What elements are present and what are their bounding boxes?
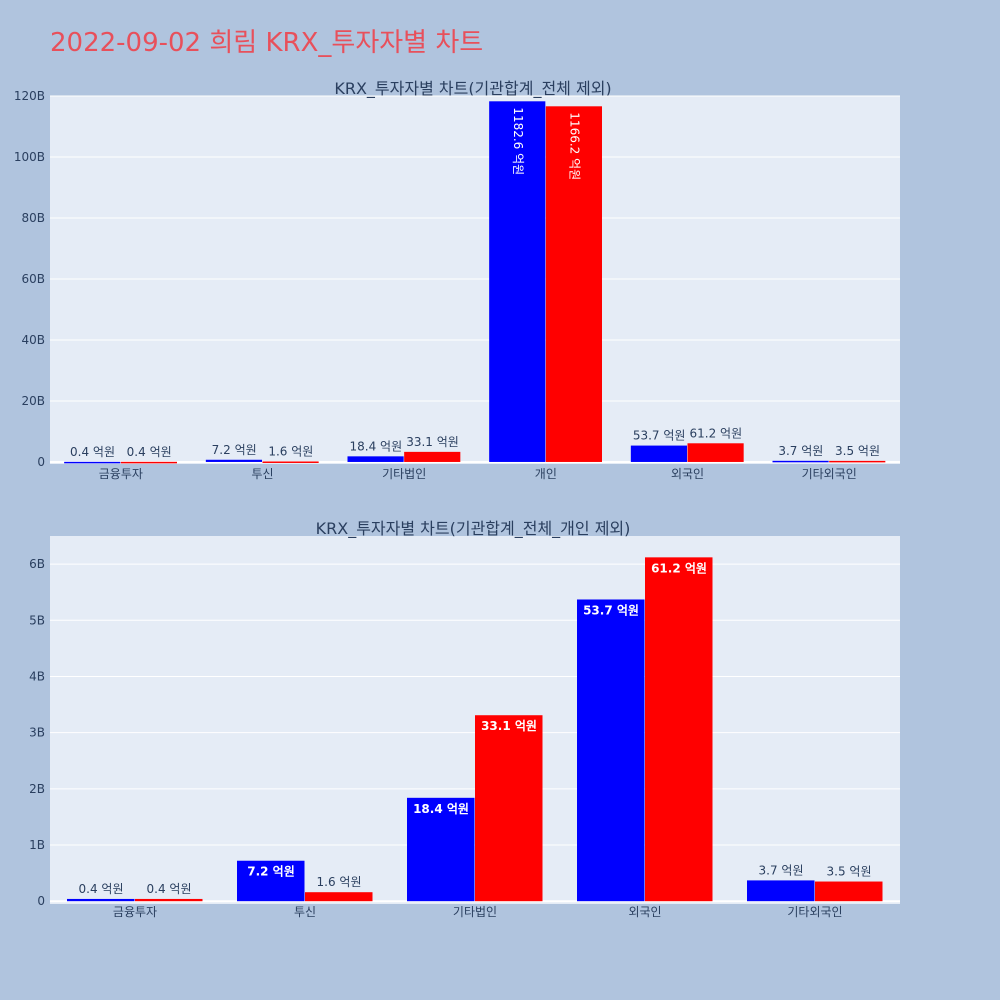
y-tick-label: 100B (14, 150, 45, 164)
plot-area (50, 96, 900, 464)
y-tick-label: 40B (21, 333, 45, 347)
bar (489, 101, 546, 462)
x-tick-label: 외국인 (671, 467, 704, 481)
data-label: 33.1 억원 (406, 435, 459, 449)
bar (772, 460, 829, 463)
y-tick-label: 5B (29, 613, 45, 627)
y-tick-label: 2B (29, 782, 45, 796)
data-label: 1182.6 억원 (511, 107, 525, 175)
bar (687, 443, 744, 462)
x-tick-label: 외국인 (628, 905, 661, 919)
data-label: 53.7 억원 (633, 429, 686, 443)
data-label: 1.6 억원 (268, 444, 313, 458)
x-tick-label: 기타외국인 (802, 467, 857, 481)
bar (135, 898, 203, 902)
x-tick-label: 기타법인 (382, 467, 426, 481)
bar (305, 892, 373, 902)
y-tick-label: 80B (21, 211, 45, 225)
data-label: 3.7 억원 (778, 444, 823, 458)
bar (404, 451, 461, 462)
bar (237, 860, 305, 902)
y-tick-label: 0 (37, 894, 45, 908)
data-label: 0.4 억원 (70, 445, 115, 459)
data-label: 61.2 억원 (651, 561, 707, 575)
bar (205, 459, 262, 462)
data-label: 3.7 억원 (759, 863, 804, 877)
bar (747, 880, 815, 902)
y-tick-label: 1B (29, 838, 45, 852)
bar (630, 445, 687, 462)
x-tick-label: 금융투자 (99, 467, 143, 481)
data-label: 61.2 억원 (690, 426, 743, 440)
bar (67, 898, 135, 902)
data-label: 33.1 억원 (481, 719, 537, 733)
data-label: 53.7 억원 (583, 603, 639, 617)
bar (64, 461, 121, 464)
y-tick-label: 4B (29, 669, 45, 683)
bar (545, 106, 602, 462)
y-tick-label: 120B (14, 89, 45, 103)
data-label: 0.4 억원 (147, 882, 192, 896)
x-tick-label: 기타외국인 (787, 905, 842, 919)
bar (475, 715, 543, 902)
bar (407, 797, 475, 902)
bar (577, 599, 645, 902)
y-tick-label: 6B (29, 557, 45, 571)
data-label: 0.4 억원 (79, 882, 124, 896)
x-tick-label: 기타법인 (453, 905, 497, 919)
data-label: 0.4 억원 (127, 445, 172, 459)
x-tick-label: 개인 (535, 467, 557, 481)
x-tick-label: 투신 (251, 467, 273, 481)
bar (347, 456, 404, 462)
y-tick-label: 3B (29, 726, 45, 740)
chart-top: KRX_투자자별 차트(기관합계_전체 제외) 0 20B 40B 60B 80B 100B… (14, 79, 900, 481)
y-tick-label: 20B (21, 394, 45, 408)
chart-title: KRX_투자자별 차트(기관합계_전체_개인 제외) (316, 519, 631, 539)
data-label: 3.5 억원 (835, 444, 880, 458)
data-label: 7.2 억원 (212, 443, 257, 457)
data-label: 18.4 억원 (413, 802, 469, 816)
bar (120, 461, 177, 464)
x-tick-label: 금융투자 (113, 905, 157, 919)
data-label: 18.4 억원 (350, 439, 403, 453)
bar (829, 460, 886, 463)
page-title: 2022-09-02 희림 KRX_투자자별 차트 (50, 28, 484, 58)
bar (262, 461, 319, 463)
data-label: 7.2 억원 (247, 865, 295, 879)
y-tick-label: 60B (21, 272, 45, 286)
chart-title: KRX_투자자별 차트(기관합계_전체 제외) (334, 79, 611, 99)
chart-bottom: KRX_투자자별 차트(기관합계_전체_개인 제외) 0 1B 2B 3B 4B 5B 6B 금… (29, 519, 900, 919)
data-label: 3.5 억원 (827, 865, 872, 879)
bar (815, 881, 883, 902)
data-label: 1.6 억원 (317, 875, 362, 889)
y-tick-label: 0 (37, 455, 45, 469)
x-tick-label: 투신 (294, 905, 316, 919)
bar (645, 557, 713, 902)
data-label: 1166.2 억원 (568, 112, 582, 180)
